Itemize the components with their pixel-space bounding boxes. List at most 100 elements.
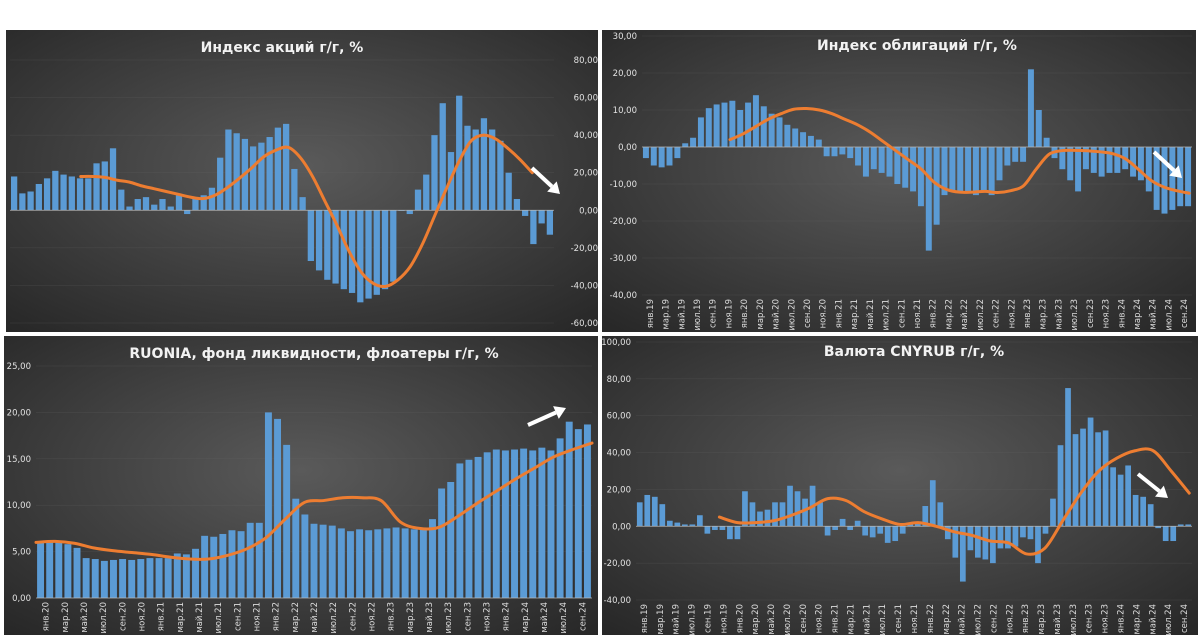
bar — [944, 526, 951, 540]
bar — [381, 210, 389, 290]
bar — [937, 502, 944, 527]
x-tick-label: янв.22 — [272, 602, 282, 631]
bar — [283, 444, 291, 598]
bar — [410, 529, 418, 598]
bar — [374, 529, 382, 598]
x-tick-label: мар.24 — [521, 602, 531, 633]
bar — [757, 511, 763, 527]
bar — [1130, 147, 1137, 177]
x-tick-label: сен.24 — [1180, 604, 1190, 633]
bar — [779, 502, 786, 527]
bar — [787, 485, 793, 527]
x-tick-label: сен.20 — [118, 602, 128, 631]
bar — [119, 559, 127, 598]
bar — [128, 559, 136, 598]
bar — [489, 129, 496, 211]
bar — [674, 147, 681, 159]
y-tick-label: 20,00 — [574, 169, 598, 179]
bar — [142, 197, 150, 211]
bar — [847, 526, 853, 530]
bar — [742, 491, 748, 527]
bar — [146, 558, 154, 598]
bar — [922, 506, 929, 527]
bar — [1145, 147, 1152, 192]
bar — [134, 199, 141, 211]
x-tick-label: май.19 — [677, 299, 687, 330]
y-tick-label: 40,00 — [607, 449, 631, 459]
bar — [64, 544, 72, 598]
bar — [642, 147, 649, 159]
bar — [431, 135, 438, 211]
x-tick-label: янв.22 — [926, 604, 936, 633]
bar — [658, 147, 665, 168]
bar — [423, 174, 430, 211]
bar — [869, 526, 876, 538]
y-tick-label: -40,00 — [571, 281, 598, 291]
bar — [76, 178, 84, 211]
bar — [55, 542, 63, 598]
bar — [520, 448, 528, 598]
bar — [832, 526, 838, 530]
bar — [990, 526, 996, 564]
x-tick-label: ноя.23 — [1102, 299, 1112, 328]
bar — [1027, 526, 1034, 540]
x-tick-label: янв.24 — [1117, 299, 1127, 328]
bar — [839, 518, 846, 527]
bar — [719, 526, 726, 530]
bar — [43, 178, 51, 211]
bar — [949, 147, 956, 192]
bar — [1012, 526, 1019, 547]
x-tick-label: ноя.22 — [368, 602, 378, 631]
x-tick-label: июл.21 — [882, 299, 892, 331]
x-tick-label: мар.24 — [1133, 299, 1143, 330]
x-tick-label: сен.22 — [989, 604, 999, 633]
bar — [583, 424, 591, 598]
y-tick-label: -30,00 — [610, 254, 637, 264]
y-tick-label: 20,00 — [613, 69, 637, 79]
bar — [250, 146, 257, 211]
bar — [760, 106, 767, 147]
y-tick-label: 25,00 — [7, 362, 31, 372]
bar — [348, 210, 356, 293]
bar — [862, 526, 869, 536]
x-tick-label: ноя.21 — [252, 602, 262, 631]
bar — [264, 412, 272, 598]
bar — [274, 418, 282, 598]
bar — [91, 559, 99, 598]
x-tick-label: сен.24 — [578, 602, 588, 631]
bar — [1043, 137, 1050, 147]
x-tick-label: июл.23 — [444, 602, 454, 634]
chart-cnyrub-svg: 100,00 80,00 60,00 40,00 20,00 0,00 -20,00 -40,… — [602, 336, 1198, 635]
x-tick-label: мар.20 — [751, 604, 761, 635]
bar — [1095, 432, 1101, 527]
x-tick-label: мар.23 — [406, 602, 416, 633]
x-tick-label: ноя.19 — [719, 604, 729, 633]
x-tick-label: май.22 — [310, 602, 320, 633]
bar — [823, 147, 830, 157]
bar — [1042, 526, 1049, 534]
bar — [237, 531, 245, 598]
bar — [636, 502, 643, 527]
bar — [1082, 147, 1089, 170]
x-tick-label: мар.23 — [1037, 604, 1047, 635]
bar — [155, 558, 163, 598]
bar — [794, 491, 801, 527]
bar — [126, 206, 133, 211]
bar — [501, 450, 509, 598]
bar — [464, 125, 471, 211]
bar — [666, 147, 673, 166]
x-tick-label: сен.20 — [799, 604, 809, 633]
bar — [878, 147, 885, 173]
bar — [1117, 474, 1124, 527]
bar — [899, 526, 906, 534]
x-tick-label: ноя.20 — [819, 299, 829, 328]
bar — [356, 529, 364, 598]
bar — [151, 204, 158, 211]
bar — [1132, 494, 1139, 527]
bar — [219, 533, 227, 598]
chart-bonds: 30,00 20,00 10,00 0,00 -10,00 -20,00 -30,00 -40… — [602, 30, 1196, 332]
chart-bonds-svg: 30,00 20,00 10,00 0,00 -10,00 -20,00 -30,00 -40… — [602, 30, 1196, 332]
x-tick-label: ноя.21 — [910, 604, 920, 633]
x-tick-label: июл.20 — [787, 299, 797, 331]
bar — [1162, 526, 1169, 542]
